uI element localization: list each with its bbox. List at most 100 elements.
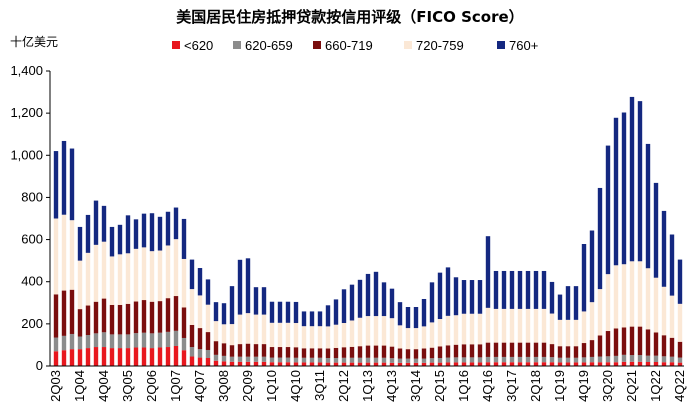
bar-segment xyxy=(93,301,99,334)
bar-segment xyxy=(597,335,603,357)
bar-segment xyxy=(677,357,683,363)
bar-segment xyxy=(597,289,603,336)
bar-stack xyxy=(429,282,435,366)
bar-segment xyxy=(293,357,299,363)
bar-segment xyxy=(613,362,619,366)
bar-segment xyxy=(221,361,227,366)
bar-segment xyxy=(77,260,83,310)
bar-segment xyxy=(301,326,307,349)
bar-stack xyxy=(661,210,667,366)
bar-segment xyxy=(629,355,635,362)
bar-segment xyxy=(77,226,83,261)
bar-segment xyxy=(445,362,451,366)
bar-segment xyxy=(333,362,339,366)
bar-segment xyxy=(653,332,659,356)
bar-segment xyxy=(581,244,587,312)
bar-segment xyxy=(205,332,211,350)
bar-segment xyxy=(573,346,579,358)
bar-segment xyxy=(397,362,403,366)
bar-segment xyxy=(301,311,307,327)
bar-segment xyxy=(389,318,395,347)
bar-stack xyxy=(653,182,659,366)
bar-segment xyxy=(589,362,595,366)
bar-segment xyxy=(589,302,595,341)
x-tick-label: 1Q13 xyxy=(360,370,375,402)
bar-stack xyxy=(61,140,67,366)
bar-stack xyxy=(309,311,315,366)
bar-segment xyxy=(181,258,187,308)
bar-stack xyxy=(445,267,451,366)
bar-segment xyxy=(325,348,331,358)
x-tick-label: 2Q12 xyxy=(336,370,351,402)
bar-segment xyxy=(437,319,443,347)
bar-segment xyxy=(317,311,323,327)
legend: <620 620-659 660-719 720-759 760+ xyxy=(172,38,538,53)
bar-segment xyxy=(421,348,427,359)
bar-segment xyxy=(445,357,451,363)
bar-segment xyxy=(109,348,115,366)
bar-segment xyxy=(437,357,443,363)
bar-stack xyxy=(405,307,411,366)
bar-segment xyxy=(269,357,275,363)
bar-segment xyxy=(445,345,451,358)
bar-stack xyxy=(197,268,203,366)
bar-segment xyxy=(189,289,195,325)
bar-segment xyxy=(261,287,267,315)
bar-segment xyxy=(381,345,387,358)
bar-segment xyxy=(69,148,75,221)
bar-segment xyxy=(637,361,643,366)
legend-swatch xyxy=(172,41,180,49)
bar-segment xyxy=(229,356,235,362)
bar-stack xyxy=(229,286,235,366)
bar-stack xyxy=(237,259,243,366)
bar-segment xyxy=(621,361,627,366)
bar-segment xyxy=(613,355,619,363)
bar-segment xyxy=(245,343,251,357)
bar-segment xyxy=(181,218,187,259)
bar-segment xyxy=(85,348,91,366)
bar-segment xyxy=(197,328,203,350)
legend-swatch xyxy=(404,41,412,49)
bar-segment xyxy=(77,309,83,337)
bar-stack xyxy=(205,279,211,366)
bar-segment xyxy=(413,358,419,363)
bar-stack xyxy=(117,224,123,366)
bar-segment xyxy=(53,337,59,352)
bar-segment xyxy=(469,362,475,366)
bar-segment xyxy=(501,270,507,309)
bar-segment xyxy=(173,330,179,346)
bar-segment xyxy=(117,348,123,366)
bar-segment xyxy=(429,362,435,366)
bar-segment xyxy=(245,361,251,366)
bar-segment xyxy=(653,362,659,366)
bar-segment xyxy=(157,301,163,333)
bar-segment xyxy=(445,315,451,346)
bar-segment xyxy=(221,355,227,362)
bar-segment xyxy=(205,304,211,333)
x-tick-label: 3Q11 xyxy=(312,370,327,401)
bar-segment xyxy=(461,344,467,358)
bar-stack xyxy=(293,301,299,366)
bar-segment xyxy=(125,348,131,366)
bar-segment xyxy=(485,356,491,363)
bar-stack xyxy=(469,280,475,366)
bar-segment xyxy=(349,346,355,358)
bar-stack xyxy=(509,270,515,366)
bar-segment xyxy=(189,324,195,348)
bar-segment xyxy=(205,357,211,366)
bar-segment xyxy=(253,356,259,362)
bar-segment xyxy=(141,300,147,333)
bar-stack xyxy=(365,273,371,366)
bar-segment xyxy=(469,313,475,345)
bar-segment xyxy=(413,349,419,359)
bar-segment xyxy=(109,334,115,349)
bar-segment xyxy=(605,145,611,275)
bar-segment xyxy=(261,361,267,366)
legend-swatch xyxy=(233,41,241,49)
bar-segment xyxy=(357,279,363,318)
bar-stack xyxy=(261,287,267,366)
bar-segment xyxy=(277,347,283,358)
bar-segment xyxy=(621,264,627,328)
bar-segment xyxy=(493,362,499,366)
bar-segment xyxy=(245,356,251,362)
